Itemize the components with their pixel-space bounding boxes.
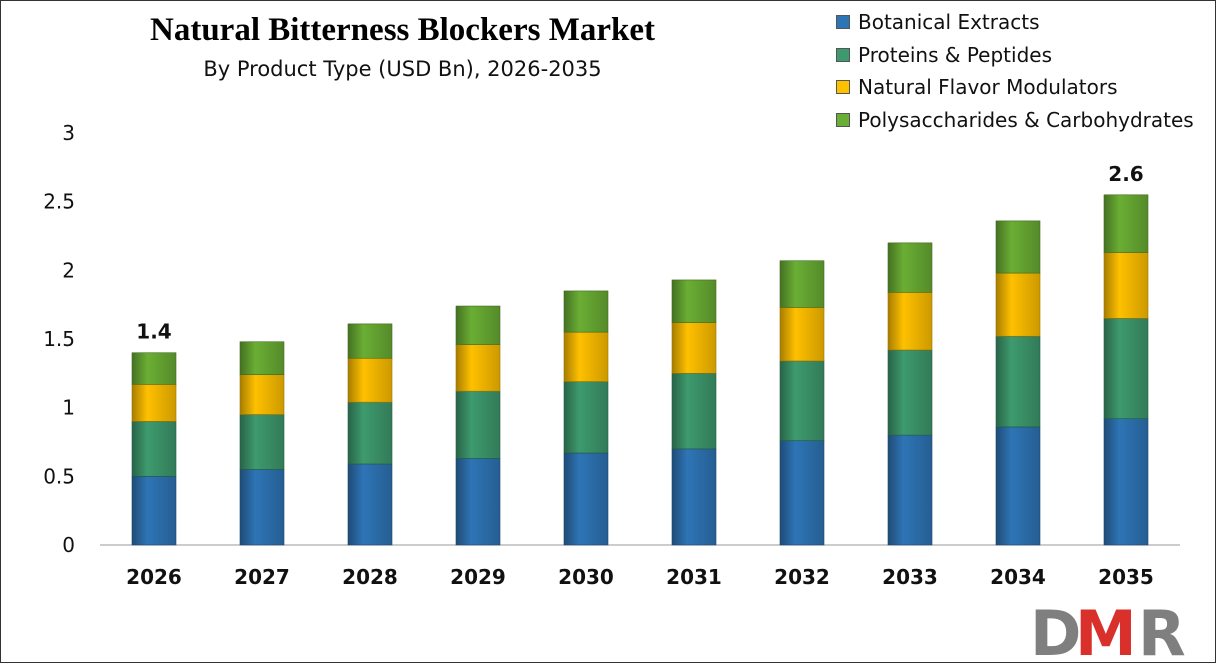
bar-segment bbox=[131, 476, 177, 546]
x-tick-label: 2030 bbox=[558, 565, 614, 589]
y-tick-label: 1.5 bbox=[43, 327, 75, 351]
legend: Botanical Extracts Proteins & Peptides N… bbox=[836, 6, 1194, 136]
chart-subtitle: By Product Type (USD Bn), 2026-2035 bbox=[203, 57, 602, 81]
legend-label: Botanical Extracts bbox=[858, 10, 1040, 35]
bar-segment bbox=[779, 307, 825, 362]
bar-segment bbox=[347, 401, 393, 465]
bar-segment bbox=[455, 458, 501, 546]
logo-letter-r: R bbox=[1138, 597, 1186, 663]
legend-item: Botanical Extracts bbox=[836, 6, 1194, 39]
x-tick-label: 2033 bbox=[882, 565, 938, 589]
legend-item: Proteins & Peptides bbox=[836, 39, 1194, 72]
bar-segment bbox=[995, 426, 1041, 546]
data-label: 1.4 bbox=[136, 320, 171, 344]
x-tick-label: 2028 bbox=[342, 565, 398, 589]
legend-item: Natural Flavor Modulators bbox=[836, 71, 1194, 104]
bar-segment bbox=[779, 260, 825, 308]
y-tick-label: 2 bbox=[62, 258, 75, 282]
legend-label: Proteins & Peptides bbox=[858, 42, 1053, 67]
bar-segment bbox=[347, 463, 393, 546]
bar-segment bbox=[887, 349, 933, 436]
bar-segment bbox=[887, 434, 933, 546]
bar-segment bbox=[563, 290, 609, 333]
legend-swatch bbox=[836, 47, 850, 62]
bar-segment bbox=[887, 292, 933, 351]
legend-item: Polysaccharides & Carbohydrates bbox=[836, 104, 1194, 137]
data-label: 2.6 bbox=[1108, 162, 1143, 186]
bar-segment bbox=[887, 242, 933, 293]
bar-segment bbox=[131, 384, 177, 422]
bar-segment bbox=[347, 323, 393, 359]
y-tick-label: 3 bbox=[62, 121, 75, 145]
bar-segment bbox=[671, 279, 717, 323]
bar-segment bbox=[563, 331, 609, 382]
y-tick-label: 0 bbox=[62, 533, 75, 557]
bar-segment bbox=[455, 305, 501, 345]
y-tick-label: 1 bbox=[62, 396, 75, 420]
x-tick-label: 2027 bbox=[234, 565, 290, 589]
bar-segment bbox=[239, 374, 285, 415]
chart-title: Natural Bitterness Blockers Market bbox=[150, 12, 655, 48]
x-tick-label: 2035 bbox=[1098, 565, 1154, 589]
x-tick-label: 2026 bbox=[126, 565, 182, 589]
legend-swatch bbox=[836, 80, 850, 95]
legend-swatch bbox=[836, 15, 850, 30]
bar-segment bbox=[239, 414, 285, 470]
x-tick-label: 2031 bbox=[666, 565, 722, 589]
bar-segment bbox=[131, 421, 177, 477]
legend-swatch bbox=[836, 112, 850, 127]
bar-segment bbox=[1103, 252, 1149, 319]
bar-segment bbox=[347, 357, 393, 403]
bar-segment bbox=[671, 322, 717, 374]
bar-segment bbox=[995, 272, 1041, 337]
bar-segment bbox=[239, 469, 285, 546]
x-tick-label: 2029 bbox=[450, 565, 506, 589]
bar-segment bbox=[455, 344, 501, 392]
bar-segment bbox=[455, 390, 501, 459]
bar-segment bbox=[995, 220, 1041, 274]
logo-letter-d: D bbox=[1030, 597, 1081, 663]
logo-letter-m: M bbox=[1075, 597, 1137, 663]
bar-segment bbox=[1103, 194, 1149, 253]
bar-segment bbox=[563, 452, 609, 546]
bar-segment bbox=[239, 341, 285, 376]
bar-segment bbox=[995, 335, 1041, 428]
legend-label: Polysaccharides & Carbohydrates bbox=[858, 107, 1194, 132]
bar-segment bbox=[1103, 318, 1149, 419]
bar-segment bbox=[1103, 418, 1149, 546]
bar-segment bbox=[779, 360, 825, 441]
y-tick-label: 2.5 bbox=[43, 190, 75, 214]
bar-segment bbox=[671, 448, 717, 546]
bar-segment bbox=[671, 373, 717, 450]
x-tick-label: 2032 bbox=[774, 565, 830, 589]
legend-label: Natural Flavor Modulators bbox=[858, 75, 1118, 100]
bar-segment bbox=[563, 381, 609, 454]
y-tick-label: 0.5 bbox=[43, 464, 75, 488]
x-tick-label: 2034 bbox=[990, 565, 1046, 589]
bar-segment bbox=[131, 352, 177, 385]
bar-segment bbox=[779, 440, 825, 546]
